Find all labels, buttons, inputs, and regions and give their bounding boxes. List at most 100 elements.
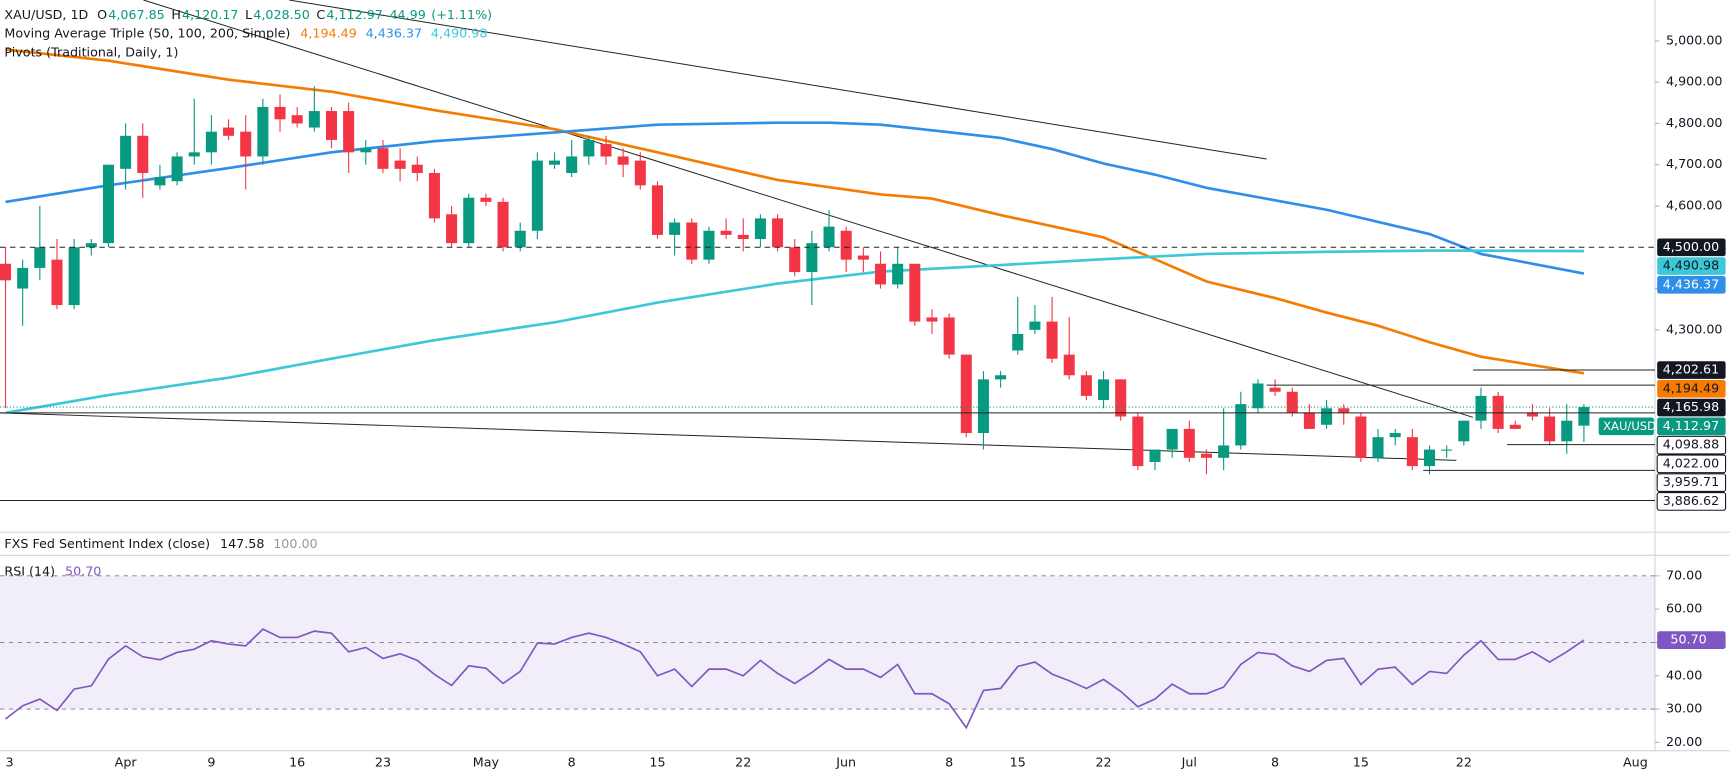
candle-body [1183,428,1195,458]
candle-body [840,230,852,260]
x-tick-label: 22 [1095,754,1111,769]
price-tag: 4,490.98 [1663,258,1719,273]
candle-body [1389,433,1401,438]
candle-body [1578,407,1590,426]
candle-body [308,111,320,128]
candle-body [617,156,629,165]
candle-body [1406,437,1418,467]
price-tag-box [1657,257,1726,275]
price-tag: 4,022.00 [1663,455,1719,470]
candle-body [1200,453,1212,458]
candle-body [1252,383,1264,409]
indicator-title: Moving Average Triple (50, 100, 200, Sim… [4,26,290,41]
candle-body [497,201,509,248]
price-tag: 3,959.71 [1663,474,1719,489]
candle-body [17,267,29,289]
indicator-title: RSI (14) [4,563,55,578]
candle-body [754,218,766,240]
symbol-title: XAU/USD, 1D [4,7,88,22]
indicator-title: FXS Fed Sentiment Index (close) [4,536,210,551]
candle-body [291,115,303,124]
trend-line [143,0,1474,418]
trend-line [288,0,1267,160]
y-tick-label: 4,700.00 [1666,156,1722,171]
candle-body [995,375,1007,380]
y-tick-label: 20.00 [1666,734,1702,749]
candle-body [1235,404,1247,446]
price-tag-box [1656,454,1727,474]
price-tag: 4,202.61 [1663,362,1719,377]
candle-body [583,139,595,157]
candle-body [463,197,475,244]
candle-body [1166,428,1178,450]
price-tag-box [1657,238,1726,257]
candle-body [720,230,732,235]
y-tick-label: 4,900.00 [1666,74,1722,89]
ohlc-value: 4,028.50 [253,7,309,22]
candle-body [1029,321,1041,330]
candle-body [377,148,389,169]
candle-body [428,172,440,219]
x-tick-label: 22 [735,754,751,769]
candle-body [325,111,338,140]
price-tag-box [1657,631,1726,649]
candle-body [1132,416,1144,467]
candle-body [1441,449,1453,451]
candle-body [360,148,372,153]
price-tag-box [1657,361,1726,379]
y-tick-label: 70.00 [1666,567,1702,582]
candle-body [205,131,217,153]
candle-body [772,218,784,248]
ohlc-key: L [245,7,252,22]
candle-body [531,160,543,231]
price-tag: 4,098.88 [1663,437,1719,452]
ohlc-value: 4,120.17 [182,7,238,22]
candle-body [549,160,561,165]
candle-body [1080,375,1092,396]
trend-line [0,412,1457,461]
price-tag-box [1657,398,1726,417]
y-tick-label: 4,600.00 [1666,197,1722,212]
candle-body [1509,424,1521,429]
candle-body [188,152,200,157]
candle-body [1372,437,1384,458]
candle-body [34,247,46,268]
candle-body [874,263,887,285]
symbol-tag-box [1598,417,1654,436]
price-tag: 4,194.49 [1663,380,1719,395]
candle-body [1544,416,1556,442]
price-tag: 4,165.98 [1663,399,1719,414]
candle-body [1046,321,1058,359]
candle-body [411,164,423,173]
candle-body [1012,333,1024,351]
price-tag-box [1656,473,1727,493]
candle-body [514,230,526,248]
candle-body [394,160,406,169]
x-tick-label: May [473,754,500,769]
candle-body [1458,420,1470,442]
price-tag: 4,436.37 [1663,276,1719,291]
x-tick-label: 23 [375,754,391,769]
price-tag-box [1657,417,1726,436]
candle-body [823,226,835,248]
candle-body [686,222,698,260]
candle-body [223,127,235,136]
candle-body [651,185,663,235]
candle-body [120,135,132,169]
candle-body [1149,449,1161,462]
candle-body [274,106,286,120]
change-percent: (+1.11%) [431,7,492,22]
candle-body [943,317,955,355]
symbol-tag: XAU/USD [1603,419,1656,433]
candle-body [1321,408,1333,425]
moving-average-line [5,121,1585,275]
y-tick-label: 4,300.00 [1666,321,1722,336]
indicator-value: 4,194.49 [300,26,356,41]
price-tag: 50.70 [1670,632,1706,647]
ohlc-value: 4,067.85 [108,7,164,22]
candle-body [909,263,921,322]
